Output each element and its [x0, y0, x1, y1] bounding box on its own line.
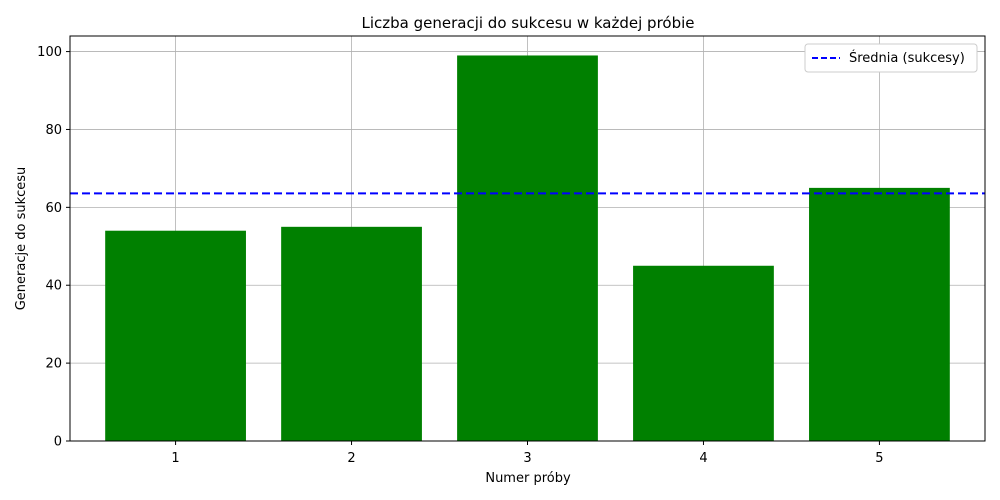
- x-tick-label: 3: [523, 451, 531, 466]
- x-tick-label: 1: [171, 451, 179, 466]
- legend-label: Średnia (sukcesy): [849, 50, 965, 66]
- y-axis-label: Generacje do sukcesu: [14, 167, 29, 311]
- x-axis-label: Numer próby: [485, 471, 571, 486]
- x-axis-ticks: 1 2 3 4 5: [171, 441, 884, 466]
- y-tick-label: 80: [45, 123, 62, 138]
- bar: [633, 265, 774, 441]
- bar: [105, 230, 246, 441]
- bar: [281, 226, 422, 441]
- y-tick-label: 20: [45, 357, 62, 372]
- x-tick-label: 5: [875, 451, 883, 466]
- y-axis-ticks: 0 20 40 60 80 100: [37, 45, 70, 450]
- x-tick-label: 2: [347, 451, 355, 466]
- legend-box: [804, 43, 978, 73]
- chart-title: Liczba generacji do sukcesu w każdej pró…: [361, 14, 694, 32]
- y-tick-label: 60: [45, 201, 62, 216]
- x-tick-label: 4: [699, 451, 707, 466]
- bars: [105, 55, 950, 441]
- bar: [809, 187, 950, 441]
- legend: Średnia (sukcesy): [804, 43, 978, 73]
- y-tick-label: 40: [45, 279, 62, 294]
- bar: [457, 55, 598, 441]
- y-tick-label: 100: [37, 45, 62, 60]
- y-tick-label: 0: [54, 435, 62, 450]
